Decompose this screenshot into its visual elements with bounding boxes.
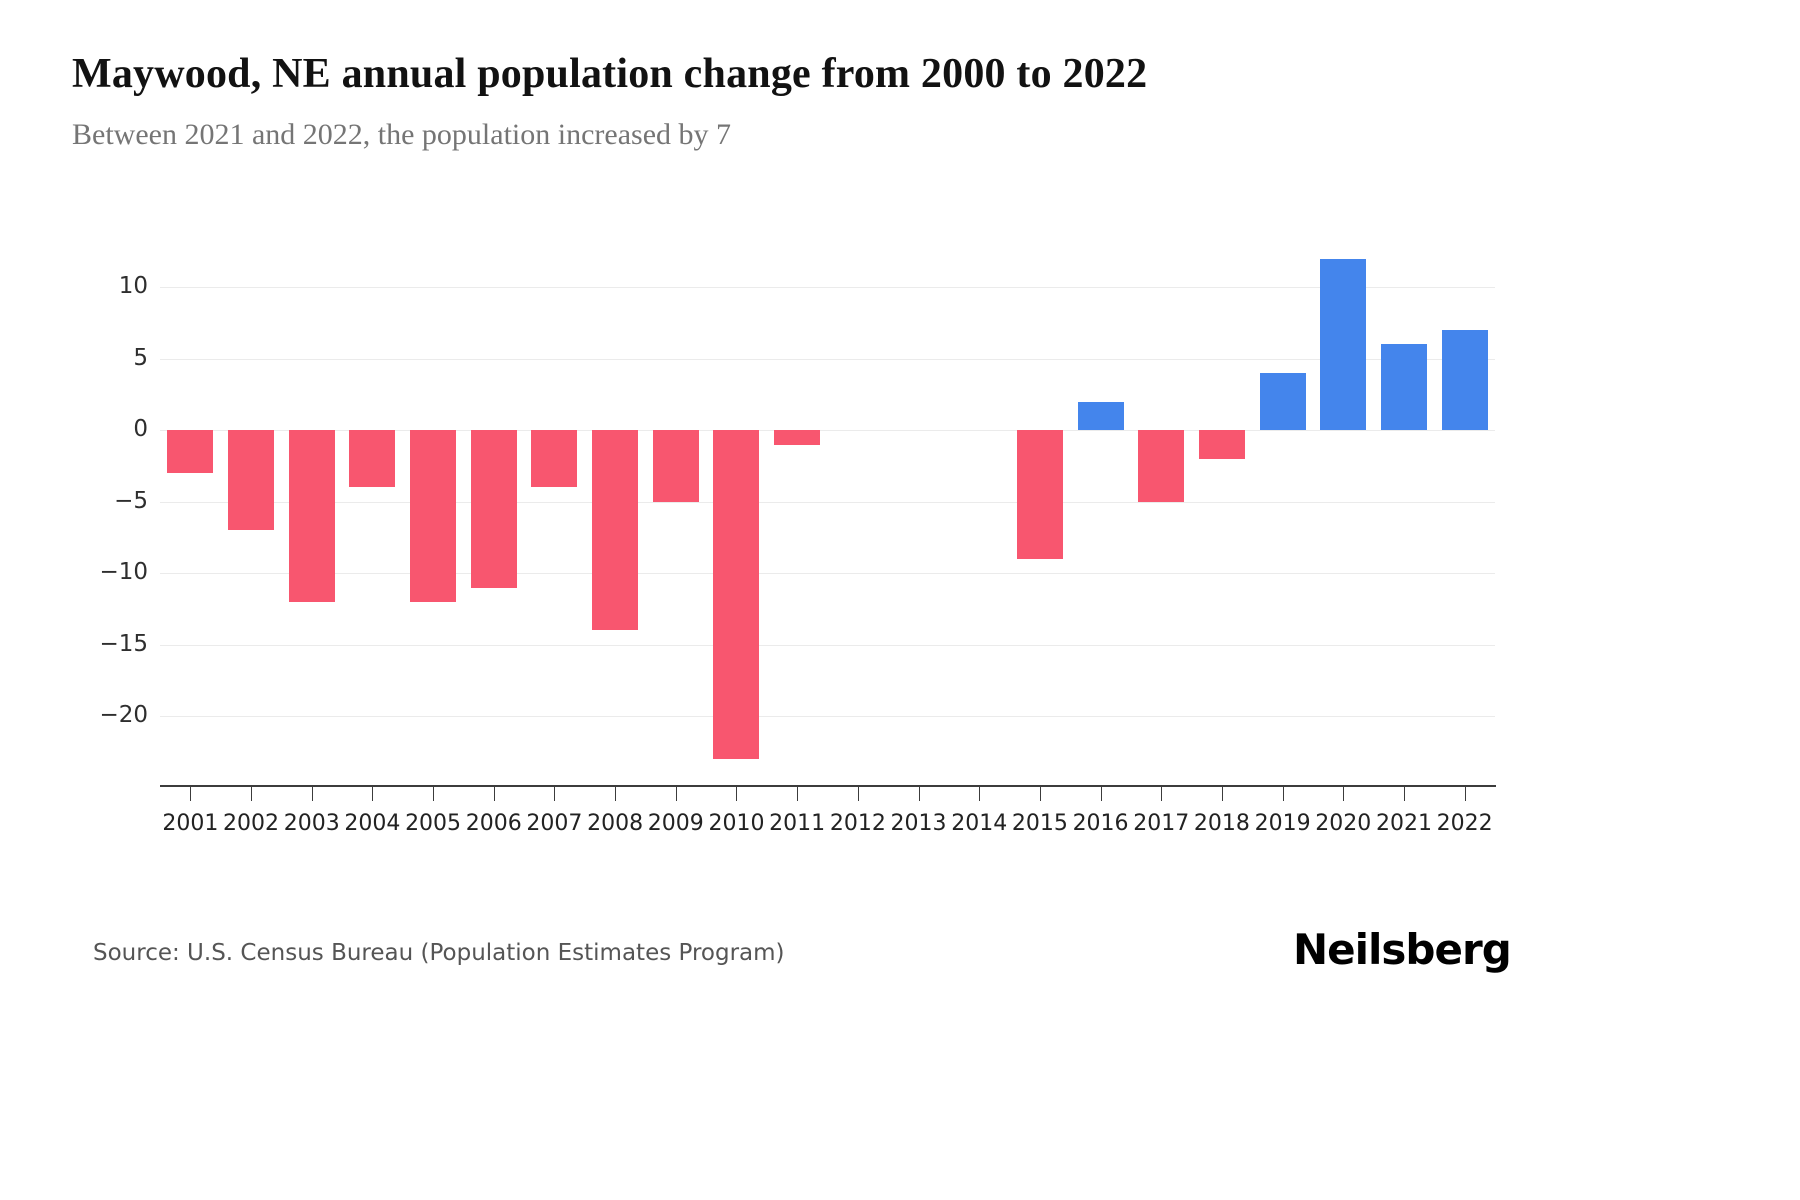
- x-tick-mark: [979, 787, 981, 801]
- x-tick-mark: [433, 787, 435, 801]
- bar-2022: [1441, 330, 1488, 431]
- x-tick-mark: [736, 787, 738, 801]
- bar-2016: [1077, 401, 1124, 431]
- x-tick-label: 2010: [708, 811, 765, 836]
- x-tick-mark: [1464, 787, 1466, 801]
- source-note: Source: U.S. Census Bureau (Population E…: [93, 940, 785, 966]
- bar-2001: [167, 430, 214, 474]
- bar-2004: [349, 430, 396, 488]
- bar-2003: [288, 430, 335, 602]
- bar-2009: [652, 430, 699, 502]
- gridline: [160, 573, 1495, 575]
- x-tick-label: 2012: [829, 811, 886, 836]
- y-axis-labels: 10 5 0 −5 −10 −15 −20: [30, 240, 148, 785]
- x-tick-label: 2001: [162, 811, 219, 836]
- x-tick-mark: [675, 787, 677, 801]
- x-tick-label: 2019: [1254, 811, 1311, 836]
- bar-2002: [228, 430, 275, 531]
- bar-2018: [1198, 430, 1245, 459]
- x-tick-label: 2015: [1011, 811, 1068, 836]
- bar-2006: [470, 430, 517, 588]
- x-tick-mark: [311, 787, 313, 801]
- y-tick-label: 10: [118, 273, 148, 300]
- brand-logo: Neilsberg: [1293, 925, 1512, 974]
- x-tick-mark: [1100, 787, 1102, 801]
- x-tick-mark: [554, 787, 556, 801]
- x-tick-label: 2021: [1375, 811, 1432, 836]
- x-tick-label: 2018: [1193, 811, 1250, 836]
- gridline: [160, 501, 1495, 503]
- x-tick-mark: [1221, 787, 1223, 801]
- x-axis-line: [160, 785, 1496, 787]
- gridline: [160, 287, 1495, 289]
- chart-subtitle: Between 2021 and 2022, the population in…: [72, 118, 732, 151]
- bar-2017: [1138, 430, 1185, 502]
- x-tick-mark: [918, 787, 920, 801]
- x-tick-mark: [493, 787, 495, 801]
- bar-2005: [410, 430, 457, 602]
- chart-title: Maywood, NE annual population change fro…: [72, 51, 1148, 97]
- gridline: [160, 358, 1495, 360]
- x-tick-mark: [1282, 787, 1284, 801]
- y-tick-label: −15: [99, 630, 148, 657]
- bar-2011: [774, 430, 821, 445]
- x-tick-mark: [1403, 787, 1405, 801]
- bar-2007: [531, 430, 578, 488]
- x-tick-label: 2006: [465, 811, 522, 836]
- x-tick-mark: [857, 787, 859, 801]
- x-tick-mark: [615, 787, 617, 801]
- bar-2010: [713, 430, 760, 760]
- x-tick-label: 2004: [344, 811, 401, 836]
- gridline: [160, 644, 1495, 646]
- x-tick-label: 2014: [951, 811, 1008, 836]
- x-tick-label: 2016: [1072, 811, 1129, 836]
- plot-area: [160, 240, 1495, 785]
- x-tick-label: 2022: [1436, 811, 1493, 836]
- x-tick-mark: [251, 787, 253, 801]
- x-tick-mark: [1161, 787, 1163, 801]
- x-tick-label: 2013: [890, 811, 947, 836]
- gridline: [160, 430, 1495, 432]
- bar-2021: [1380, 344, 1427, 431]
- x-tick-label: 2008: [587, 811, 644, 836]
- x-axis: 2001 2002 2003 2004 2005 2006 2007 2008 2009 2010…: [160, 785, 1496, 855]
- bar-2020: [1320, 258, 1367, 431]
- bar-2019: [1259, 373, 1306, 431]
- x-tick-mark: [797, 787, 799, 801]
- x-tick-mark: [1039, 787, 1041, 801]
- y-tick-label: −5: [114, 487, 148, 514]
- y-tick-label: −10: [99, 559, 148, 586]
- x-tick-label: 2009: [647, 811, 704, 836]
- bar-2008: [592, 430, 639, 631]
- x-tick-label: 2003: [283, 811, 340, 836]
- x-tick-label: 2002: [223, 811, 280, 836]
- bar-2015: [1016, 430, 1063, 559]
- x-tick-label: 2011: [769, 811, 826, 836]
- x-tick-label: 2007: [526, 811, 583, 836]
- y-tick-label: 5: [133, 344, 148, 371]
- x-tick-mark: [372, 787, 374, 801]
- gridline: [160, 716, 1495, 718]
- y-tick-label: −20: [99, 702, 148, 729]
- x-tick-mark: [190, 787, 192, 801]
- x-tick-label: 2017: [1133, 811, 1190, 836]
- x-tick-label: 2020: [1315, 811, 1372, 836]
- y-tick-label: 0: [133, 416, 148, 443]
- x-tick-mark: [1343, 787, 1345, 801]
- x-tick-label: 2005: [405, 811, 462, 836]
